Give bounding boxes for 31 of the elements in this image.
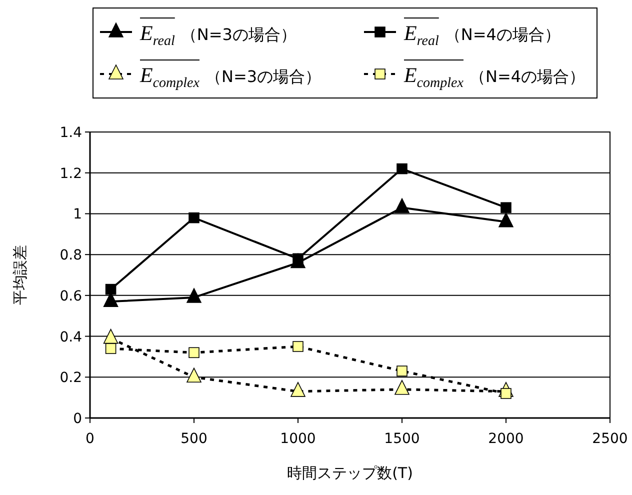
point	[394, 380, 410, 395]
point	[500, 202, 512, 213]
legend-label: E$_{complex}$（N=3の場合）	[139, 63, 322, 91]
y-tick-label: 0.2	[60, 370, 82, 386]
point	[186, 368, 202, 383]
y-tick-label: 0.6	[60, 288, 82, 304]
point	[396, 163, 408, 174]
x-axis-title: 時間ステップ数(T)	[287, 464, 413, 482]
x-tick-label: 0	[86, 431, 94, 447]
y-tick-label: 0.8	[60, 248, 82, 264]
y-axis-title: 平均誤差	[11, 245, 29, 305]
x-tick-label: 2500	[592, 431, 628, 447]
y-tick-label: 0	[73, 411, 82, 427]
y-tick-label: 1.2	[60, 166, 82, 182]
x-tick-label: 500	[180, 431, 208, 447]
point	[105, 284, 116, 295]
y-tick-label: 1	[73, 206, 82, 223]
legend-label: E$_{real}$（N=4の場合）	[403, 21, 560, 49]
x-tick-label: 1500	[384, 431, 420, 447]
point	[105, 343, 116, 354]
x-tick-label: 2000	[488, 431, 524, 447]
point	[103, 328, 118, 344]
legend-label: E$_{real}$（N=3の場合）	[139, 21, 296, 49]
point	[186, 288, 202, 303]
x-tick-label: 1000	[280, 431, 316, 447]
legend-label: E$_{complex}$（N=4の場合）	[403, 63, 586, 91]
point	[292, 341, 304, 352]
y-tick-label: 0.4	[60, 329, 82, 346]
y-tick-label: 1.4	[60, 125, 82, 141]
point	[188, 212, 200, 224]
point	[290, 382, 306, 397]
